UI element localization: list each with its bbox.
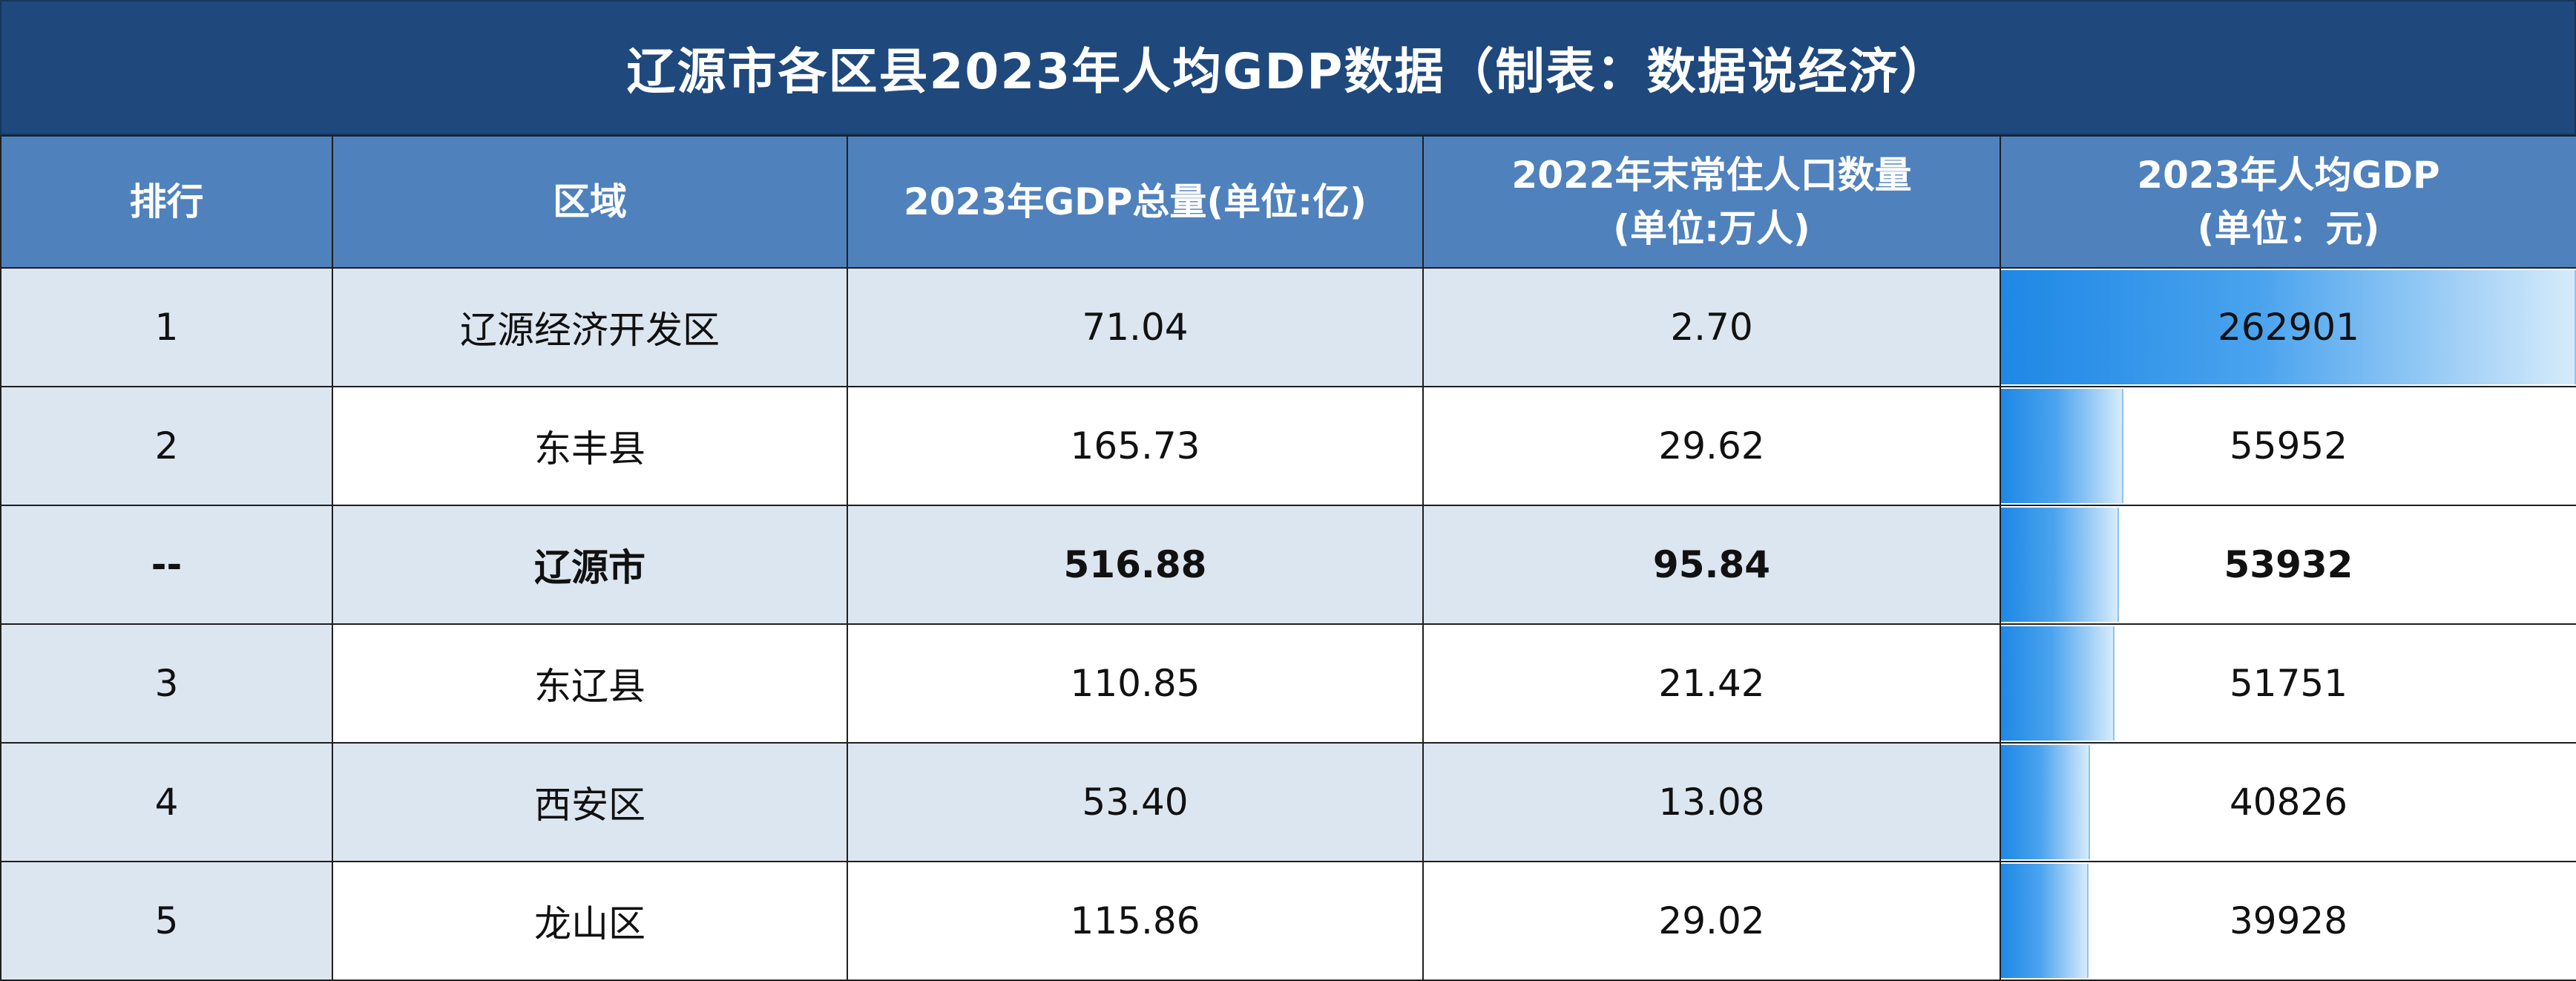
cell-gdp: 165.73 <box>847 386 1424 506</box>
header-per-capita-line1: 2023年人均GDP <box>2137 154 2440 197</box>
cell-rank: 3 <box>0 623 333 744</box>
cell-per-capita-gdp: 39928 <box>2000 861 2576 981</box>
table-row: 5 龙山区 115.86 29.02 39928 <box>0 861 2576 981</box>
data-bar <box>2002 864 2089 978</box>
cell-region: 西安区 <box>332 742 848 862</box>
cell-region: 龙山区 <box>332 861 848 981</box>
gdp-table: 排行 区域 2023年GDP总量(单位:亿) 2022年末常住人口数量 (单位:… <box>0 135 2576 981</box>
cell-gdp: 110.85 <box>847 623 1424 744</box>
header-row: 排行 区域 2023年GDP总量(单位:亿) 2022年末常住人口数量 (单位:… <box>0 135 2576 269</box>
table-row: 3 东辽县 110.85 21.42 51751 <box>0 623 2576 744</box>
cell-per-capita-gdp: 55952 <box>2000 386 2576 506</box>
cell-gdp: 71.04 <box>847 267 1424 387</box>
cell-gdp: 516.88 <box>847 505 1424 625</box>
cell-population: 13.08 <box>1422 742 2001 862</box>
cell-population: 29.62 <box>1422 386 2001 506</box>
cell-rank: 5 <box>0 861 333 981</box>
header-region: 区域 <box>332 135 848 269</box>
cell-rank: 1 <box>0 267 333 387</box>
table-row: -- 辽源市 516.88 95.84 53932 <box>0 505 2576 625</box>
table-row: 4 西安区 53.40 13.08 40826 <box>0 742 2576 862</box>
cell-rank: -- <box>0 505 333 625</box>
data-bar <box>2002 270 2575 384</box>
cell-region: 辽源经济开发区 <box>332 267 848 387</box>
cell-population: 21.42 <box>1422 623 2001 744</box>
table-row: 2 东丰县 165.73 29.62 55952 <box>0 386 2576 506</box>
per-capita-gdp-value: 53932 <box>2224 543 2353 586</box>
data-bar <box>2002 626 2115 741</box>
cell-rank: 2 <box>0 386 333 506</box>
per-capita-gdp-value: 51751 <box>2229 662 2348 705</box>
table-row: 1 辽源经济开发区 71.04 2.70 262901 <box>0 267 2576 387</box>
per-capita-gdp-value: 55952 <box>2229 424 2348 467</box>
cell-region: 辽源市 <box>332 505 848 625</box>
table-title: 辽源市各区县2023年人均GDP数据（制表：数据说经济） <box>0 0 2576 135</box>
per-capita-gdp-value: 39928 <box>2229 899 2348 942</box>
data-bar <box>2002 389 2123 503</box>
cell-population: 29.02 <box>1422 861 2001 981</box>
data-bar <box>2002 508 2119 622</box>
per-capita-gdp-value: 262901 <box>2218 306 2359 349</box>
cell-population: 95.84 <box>1422 505 2001 625</box>
header-per-capita-line2: (单位：元) <box>2197 207 2380 250</box>
table-body: 1 辽源经济开发区 71.04 2.70 262901 2 东丰县 165.73 29.62 55… <box>0 267 2576 981</box>
cell-gdp: 53.40 <box>847 742 1424 862</box>
header-population-line2: (单位:万人) <box>1613 207 1810 250</box>
cell-region: 东丰县 <box>332 386 848 506</box>
data-bar <box>2002 745 2091 859</box>
cell-per-capita-gdp: 53932 <box>2000 505 2576 625</box>
cell-per-capita-gdp: 40826 <box>2000 742 2576 862</box>
cell-gdp: 115.86 <box>847 861 1424 981</box>
header-per-capita-gdp: 2023年人均GDP (单位：元) <box>2000 135 2576 269</box>
cell-per-capita-gdp: 51751 <box>2000 623 2576 744</box>
header-population-line1: 2022年末常住人口数量 <box>1511 154 1912 197</box>
header-population: 2022年末常住人口数量 (单位:万人) <box>1422 135 2001 269</box>
header-rank: 排行 <box>0 135 333 269</box>
cell-region: 东辽县 <box>332 623 848 744</box>
header-gdp: 2023年GDP总量(单位:亿) <box>847 135 1424 269</box>
cell-population: 2.70 <box>1422 267 2001 387</box>
cell-per-capita-gdp: 262901 <box>2000 267 2576 387</box>
cell-rank: 4 <box>0 742 333 862</box>
per-capita-gdp-value: 40826 <box>2229 781 2348 824</box>
